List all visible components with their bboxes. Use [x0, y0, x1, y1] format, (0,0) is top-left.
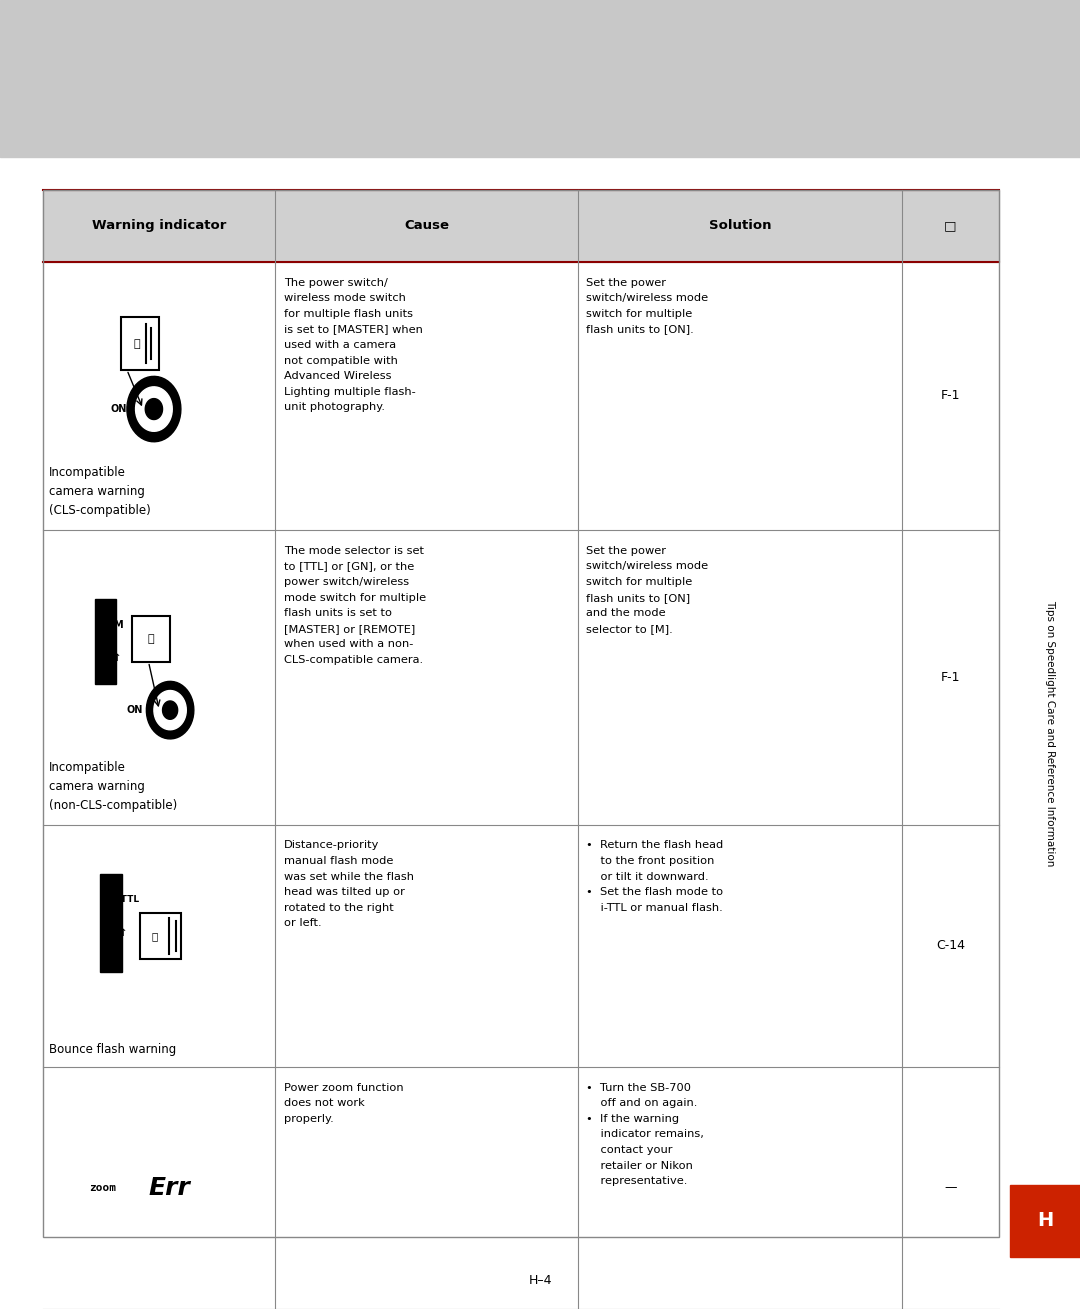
Bar: [100, 874, 122, 971]
Text: F-1: F-1: [941, 390, 960, 402]
Text: ON: ON: [110, 404, 127, 414]
Text: F-1: F-1: [941, 672, 960, 683]
Text: Bounce flash warning: Bounce flash warning: [49, 1043, 176, 1056]
Polygon shape: [147, 682, 194, 738]
Text: ⓘ: ⓘ: [133, 339, 140, 348]
Text: :↑: :↑: [117, 928, 129, 937]
Bar: [133, 617, 171, 662]
Text: Set the power
switch/wireless mode
switch for multiple
flash units to [ON]
and t: Set the power switch/wireless mode switc…: [586, 546, 708, 634]
Text: □: □: [944, 220, 957, 232]
Bar: [95, 600, 117, 685]
Text: —: —: [944, 1182, 957, 1194]
Text: H: H: [1037, 1211, 1053, 1230]
Bar: [0, 0, 1080, 157]
Bar: [140, 914, 181, 958]
Text: H–4: H–4: [528, 1274, 552, 1287]
Polygon shape: [163, 702, 177, 719]
Polygon shape: [154, 691, 186, 729]
Text: •  Turn the SB-700
    off and on again.
•  If the warning
    indicator remains: • Turn the SB-700 off and on again. • If…: [586, 1083, 704, 1186]
Text: Incompatible
camera warning
(CLS-compatible): Incompatible camera warning (CLS-compati…: [49, 466, 150, 517]
Text: C-14: C-14: [936, 940, 964, 952]
Polygon shape: [146, 399, 162, 419]
Text: ON: ON: [126, 706, 143, 715]
Text: The mode selector is set
to [TTL] or [GN], or the
power switch/wireless
mode swi: The mode selector is set to [TTL] or [GN…: [284, 546, 427, 665]
Text: Err: Err: [149, 1175, 190, 1200]
Polygon shape: [127, 377, 180, 441]
Bar: [43, 190, 999, 262]
Bar: [121, 318, 160, 369]
Text: The power switch/
wireless mode switch
for multiple flash units
is set to [MASTE: The power switch/ wireless mode switch f…: [284, 278, 423, 412]
Text: Tips on Speedlight Care and Reference Information: Tips on Speedlight Care and Reference In…: [1045, 600, 1055, 867]
Text: Distance-priority
manual flash mode
was set while the flash
head was tilted up o: Distance-priority manual flash mode was …: [284, 840, 414, 928]
Text: :TTL: :TTL: [117, 895, 139, 905]
Bar: [1010, 209, 1080, 1257]
Text: Set the power
switch/wireless mode
switch for multiple
flash units to [ON].: Set the power switch/wireless mode switc…: [586, 278, 708, 334]
Text: •  Return the flash head
    to the front position
    or tilt it downward.
•  S: • Return the flash head to the front pos…: [586, 840, 724, 912]
Text: Power zoom function
does not work
properly.: Power zoom function does not work proper…: [284, 1083, 404, 1123]
Bar: [1010, 1185, 1080, 1257]
Text: ⓘ: ⓘ: [148, 634, 154, 644]
Text: zoom: zoom: [89, 1183, 117, 1192]
Text: :↑: :↑: [110, 653, 122, 662]
Text: Solution: Solution: [708, 220, 771, 232]
Text: Incompatible
camera warning
(non-CLS-compatible): Incompatible camera warning (non-CLS-com…: [49, 761, 177, 812]
Text: ⓘ: ⓘ: [151, 931, 158, 941]
Polygon shape: [136, 387, 172, 431]
Bar: [43, 190, 999, 1237]
Text: :M: :M: [110, 620, 124, 630]
Text: Cause: Cause: [404, 220, 449, 232]
Text: Warning indicator: Warning indicator: [92, 220, 227, 232]
